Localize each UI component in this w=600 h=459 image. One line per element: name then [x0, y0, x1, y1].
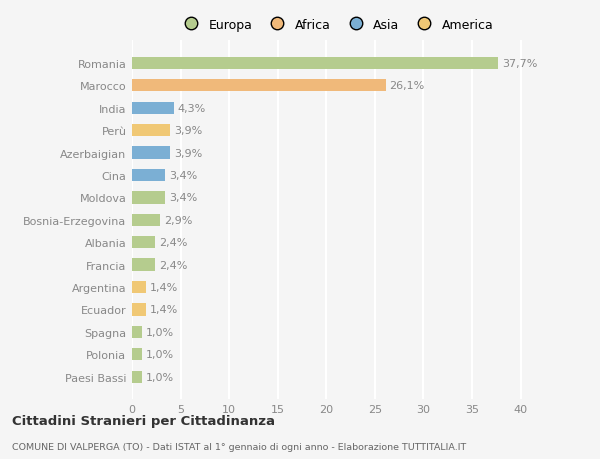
Bar: [132, 80, 386, 92]
Text: 1,4%: 1,4%: [149, 282, 178, 292]
Bar: [132, 169, 165, 182]
Bar: [132, 214, 160, 226]
Text: 3,4%: 3,4%: [169, 193, 197, 203]
Text: 4,3%: 4,3%: [178, 103, 206, 113]
Bar: [132, 281, 146, 294]
Text: 1,0%: 1,0%: [146, 372, 174, 382]
Bar: [132, 259, 155, 271]
Text: 3,9%: 3,9%: [174, 148, 202, 158]
Bar: [132, 147, 170, 159]
Bar: [132, 326, 142, 338]
Text: 1,4%: 1,4%: [149, 305, 178, 315]
Text: 2,4%: 2,4%: [159, 260, 188, 270]
Bar: [132, 57, 498, 70]
Text: 1,0%: 1,0%: [146, 327, 174, 337]
Text: COMUNE DI VALPERGA (TO) - Dati ISTAT al 1° gennaio di ogni anno - Elaborazione T: COMUNE DI VALPERGA (TO) - Dati ISTAT al …: [12, 442, 466, 451]
Text: 1,0%: 1,0%: [146, 350, 174, 359]
Text: Cittadini Stranieri per Cittadinanza: Cittadini Stranieri per Cittadinanza: [12, 414, 275, 428]
Bar: [132, 348, 142, 361]
Text: 26,1%: 26,1%: [389, 81, 425, 91]
Legend: Europa, Africa, Asia, America: Europa, Africa, Asia, America: [178, 18, 494, 32]
Text: 37,7%: 37,7%: [502, 59, 538, 69]
Bar: [132, 192, 165, 204]
Bar: [132, 371, 142, 383]
Text: 2,9%: 2,9%: [164, 215, 193, 225]
Text: 3,9%: 3,9%: [174, 126, 202, 136]
Bar: [132, 236, 155, 249]
Bar: [132, 125, 170, 137]
Bar: [132, 102, 174, 115]
Text: 3,4%: 3,4%: [169, 171, 197, 180]
Text: 2,4%: 2,4%: [159, 238, 188, 248]
Bar: [132, 304, 146, 316]
